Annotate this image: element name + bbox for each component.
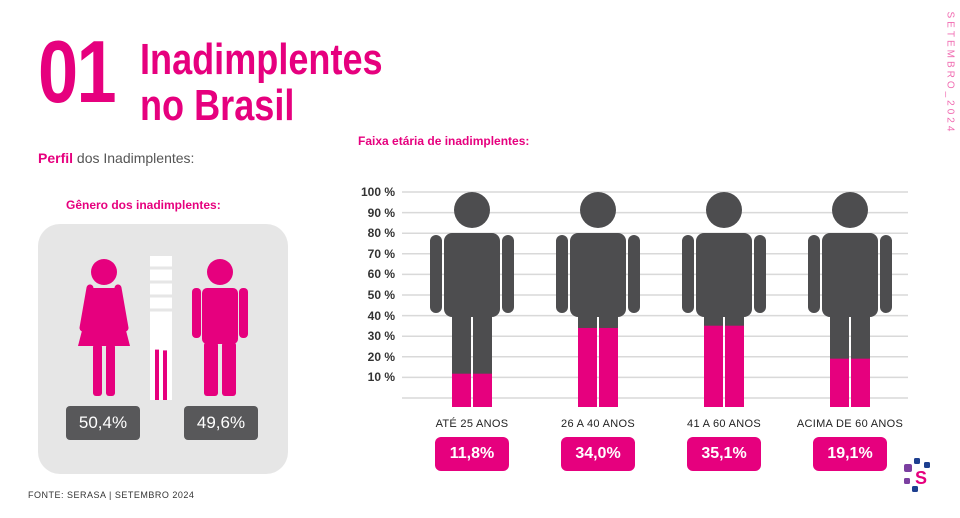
male-share-bar (163, 350, 167, 400)
y-tick-label: 30 % (367, 329, 395, 344)
female-percentage: 50,4% (66, 406, 140, 440)
male-icon (192, 259, 248, 396)
y-tick-label: 100 % (360, 185, 395, 199)
profile-heading-rest: dos Inadimplentes: (73, 150, 195, 166)
source-note: FONTE: SERASA | SETEMBRO 2024 (28, 490, 195, 500)
person-head-icon (832, 192, 868, 228)
value-label: 19,1% (813, 437, 887, 471)
person-bar (430, 192, 514, 407)
value-fill-bar (830, 358, 849, 407)
value-fill-bar (725, 325, 744, 407)
person-right-arm (628, 235, 640, 313)
person-torso (696, 233, 752, 317)
value-label: 34,0% (561, 437, 635, 471)
person-right-arm (502, 235, 514, 313)
value-fill-bar (578, 327, 597, 407)
male-percentage: 49,6% (184, 406, 258, 440)
section-number: 01 (38, 22, 117, 121)
person-bar (808, 192, 892, 407)
person-head-icon (706, 192, 742, 228)
page-title-line1: Inadimplentes (140, 35, 383, 84)
y-tick-label: 80 % (367, 226, 395, 241)
gender-comparison-bars (150, 256, 172, 400)
person-torso (822, 233, 878, 317)
age-chart-title: Faixa etária de inadimplentes: (358, 134, 530, 148)
value-fill-bar (452, 373, 471, 407)
person-left-arm (430, 235, 442, 313)
value-fill-bar (599, 327, 618, 407)
person-bar (682, 192, 766, 407)
person-right-arm (754, 235, 766, 313)
category-label: 41 A 60 ANOS (687, 418, 761, 430)
value-label: 11,8% (435, 437, 509, 471)
category-label: ACIMA DE 60 ANOS (796, 418, 904, 430)
female-share-bar (155, 349, 159, 400)
svg-text:S: S (915, 468, 927, 488)
person-left-arm (556, 235, 568, 313)
value-fill-bar (473, 373, 492, 407)
person-torso (444, 233, 500, 317)
person-left-arm (808, 235, 820, 313)
female-icon (78, 259, 130, 396)
serasa-logo-icon: S (904, 458, 930, 492)
profile-heading: Perfil dos Inadimplentes: (38, 150, 194, 166)
value-label: 35,1% (687, 437, 761, 471)
category-label: 26 A 40 ANOS (561, 418, 635, 430)
y-tick-label: 10 % (367, 370, 395, 385)
y-tick-label: 40 % (367, 308, 395, 323)
page-title-line2: no Brasil (140, 81, 295, 130)
value-fill-bar (851, 358, 870, 407)
person-right-arm (880, 235, 892, 313)
person-head-icon (454, 192, 490, 228)
y-tick-label: 70 % (367, 246, 395, 261)
y-tick-label: 50 % (367, 288, 395, 302)
person-left-arm (682, 235, 694, 313)
category-label: ATÉ 25 ANOS (435, 418, 509, 430)
y-tick-label: 60 % (367, 267, 395, 282)
gender-chart-title: Gênero dos inadimplentes: (66, 198, 221, 212)
value-fill-bar (704, 325, 723, 407)
person-head-icon (580, 192, 616, 228)
y-tick-label: 90 % (367, 205, 395, 220)
profile-heading-bold: Perfil (38, 150, 74, 166)
y-tick-label: 20 % (367, 349, 395, 364)
person-bar (556, 192, 640, 407)
gender-figures (78, 256, 248, 400)
person-torso (570, 233, 626, 317)
